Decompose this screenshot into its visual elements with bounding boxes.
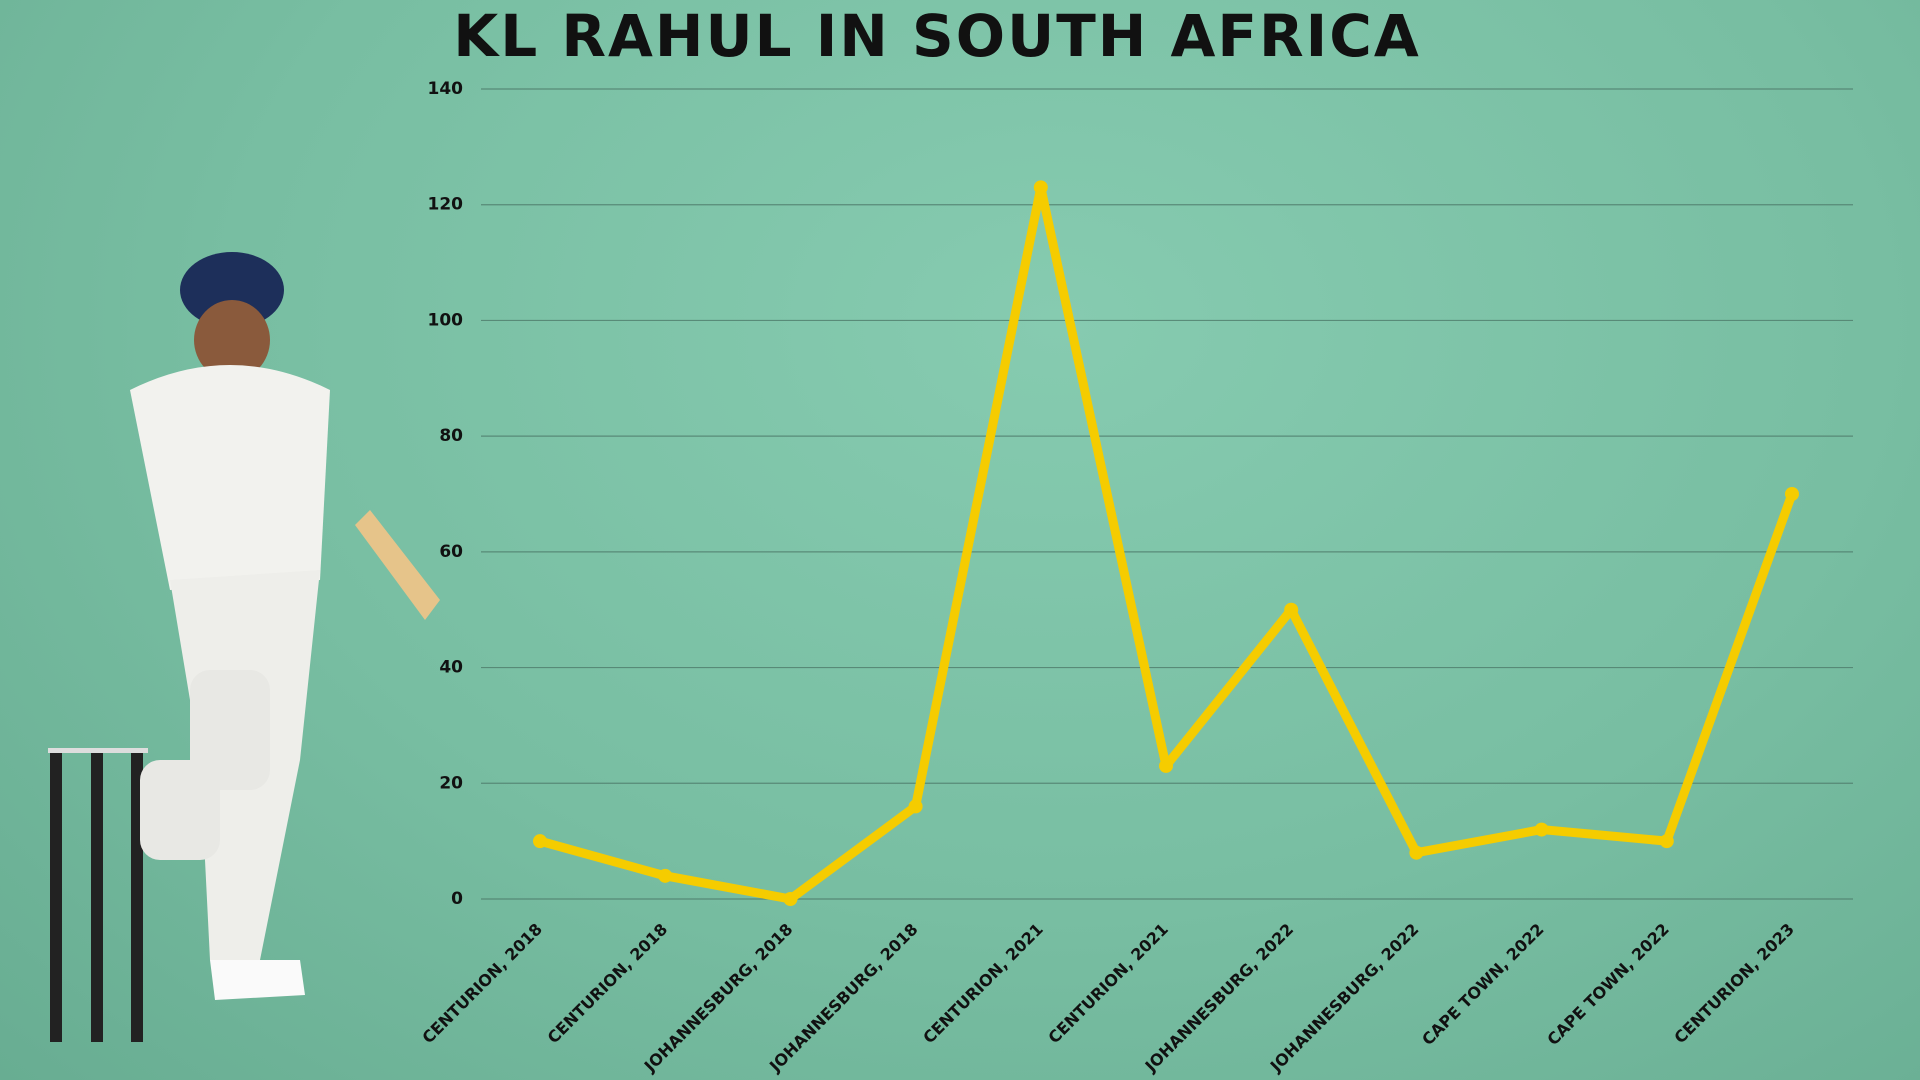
x-tick-label: CAPE TOWN, 2022 [1543,920,1672,1049]
y-tick-label: 80 [439,426,463,446]
x-tick-label: CENTURION, 2023 [1670,920,1798,1048]
x-tick-label: JOHANNESBURG, 2022 [1141,920,1298,1077]
y-tick-label: 40 [439,658,463,678]
data-point [908,799,923,814]
x-tick-label: CENTURION, 2018 [544,920,672,1048]
data-point [1409,845,1424,860]
data-line [535,182,1797,904]
x-tick-label: CENTURION, 2018 [418,920,546,1048]
y-tick-label: 140 [428,79,464,99]
data-point [533,834,547,849]
y-tick-label: 120 [428,195,464,215]
x-tick-label: JOHANNESBURG, 2022 [1266,920,1423,1077]
x-tick-label: CAPE TOWN, 2022 [1418,920,1547,1049]
data-point [1284,602,1299,617]
data-point [658,868,673,883]
data-point [783,892,798,906]
y-tick-label: 60 [439,542,463,562]
data-point [1785,487,1799,501]
x-tick-label: CENTURION, 2021 [919,920,1047,1048]
x-tick-label: JOHANNESBURG, 2018 [640,920,797,1077]
x-tick-label: CENTURION, 2021 [1044,920,1172,1048]
player-illustration [48,252,440,1042]
y-tick-label: 100 [428,310,464,330]
chart-title: KL RAHUL IN SOUTH AFRICA [453,2,1420,70]
x-tick-label: JOHANNESBURG, 2018 [765,920,922,1077]
y-tick-label: 20 [439,773,463,793]
y-tick-label: 0 [451,889,463,909]
data-point [1159,758,1173,773]
data-point [1534,822,1549,837]
data-point [1033,180,1048,195]
data-point [1659,834,1674,849]
